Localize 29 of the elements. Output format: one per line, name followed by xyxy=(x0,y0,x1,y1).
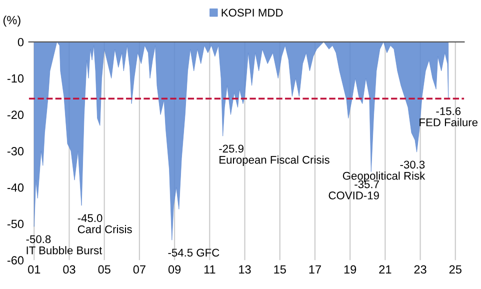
annotation: -54.5 GFC xyxy=(168,248,220,257)
y-axis-title: (%) xyxy=(3,16,20,27)
x-tick-label: 09 xyxy=(168,265,181,274)
x-tick-label: 19 xyxy=(344,265,356,274)
x-tick-label: 15 xyxy=(274,265,286,274)
y-tick-label: -10 xyxy=(7,74,24,83)
annotation: -30.3 Geopolitical Risk xyxy=(342,160,426,182)
x-tick-label: 21 xyxy=(379,265,392,274)
x-tick-label: 05 xyxy=(98,265,110,274)
y-tick-label: -30 xyxy=(7,147,24,156)
x-tick-label: 17 xyxy=(309,265,321,274)
x-tick-label: 23 xyxy=(414,265,426,274)
annotation: -15.6 FED Failure xyxy=(420,107,478,126)
y-tick-label: -20 xyxy=(7,110,24,120)
legend-label: KOSPI MDD xyxy=(222,8,283,17)
y-tick-label: -60 xyxy=(7,256,24,264)
x-tick-label: 13 xyxy=(239,265,251,274)
x-tick-label: 11 xyxy=(204,265,216,274)
annotation: -50.8 IT Bubble Burst xyxy=(26,235,102,254)
x-tick-label: 01 xyxy=(28,265,40,274)
x-tick-label: 03 xyxy=(63,265,76,274)
y-tick-label: -50 xyxy=(7,220,24,228)
y-tick-label: -40 xyxy=(7,183,24,192)
x-tick-label: 25 xyxy=(449,265,462,274)
annotation: -25.9 European Fiscal Crisis xyxy=(219,144,330,166)
annotation: -35.7 COVID-19 xyxy=(328,180,379,200)
annotation: -45.0 Card Crisis xyxy=(78,214,132,234)
x-tick-label: 07 xyxy=(133,265,146,274)
y-tick-label: 0 xyxy=(18,38,24,46)
